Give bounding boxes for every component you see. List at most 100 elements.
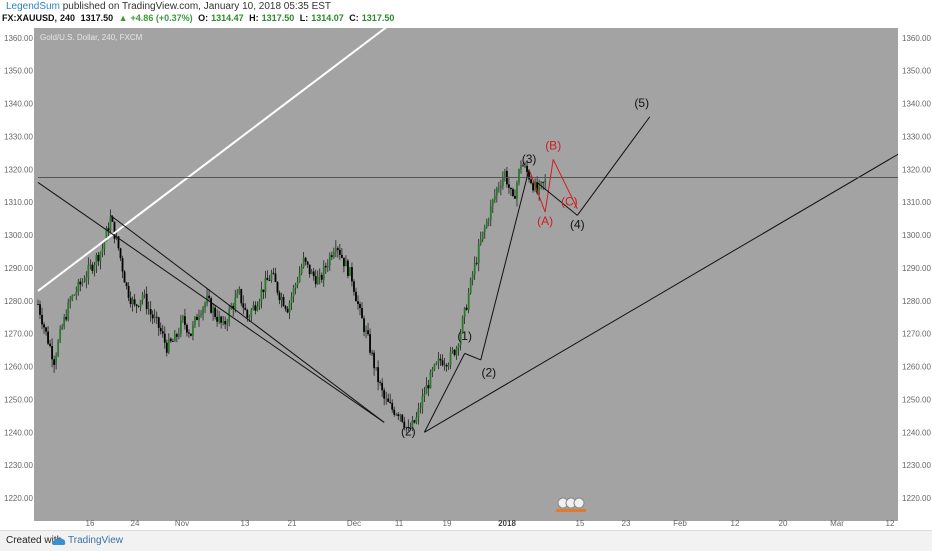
candle-body bbox=[198, 315, 200, 321]
candle-body bbox=[188, 332, 190, 334]
x-tick-label: 11 bbox=[395, 519, 404, 528]
candle-body bbox=[371, 352, 373, 354]
candle-body bbox=[357, 301, 359, 305]
candle-body bbox=[497, 187, 500, 189]
candle-body bbox=[302, 257, 305, 268]
publish-line: LegendSum published on TradingView.com, … bbox=[6, 1, 331, 12]
candle-body bbox=[260, 289, 263, 302]
candle-body bbox=[177, 333, 180, 337]
candle-body bbox=[153, 316, 156, 319]
candle-body bbox=[437, 358, 440, 363]
candle-body bbox=[147, 309, 150, 310]
candle-body bbox=[508, 184, 510, 188]
event-badges[interactable] bbox=[556, 497, 586, 512]
candle-body bbox=[248, 316, 251, 318]
wave-1-line[interactable] bbox=[423, 353, 466, 433]
candle-body bbox=[169, 338, 172, 342]
candle-body bbox=[459, 332, 462, 346]
candle-body bbox=[375, 367, 377, 369]
candle-body bbox=[109, 216, 112, 231]
y-tick-label: 1360.00 bbox=[902, 34, 931, 43]
wave-4-line[interactable] bbox=[536, 182, 578, 216]
plot-area[interactable] bbox=[34, 28, 898, 521]
candle-body bbox=[373, 352, 375, 369]
x-tick-label: 23 bbox=[622, 519, 631, 528]
candle-body bbox=[324, 265, 327, 268]
candle-body bbox=[103, 241, 106, 249]
y-tick-label: 1220.00 bbox=[4, 494, 33, 503]
y-tick-label: 1280.00 bbox=[4, 297, 33, 306]
candle-body bbox=[445, 364, 448, 367]
brand-link[interactable]: TradingView bbox=[68, 535, 124, 546]
wave-5-line[interactable] bbox=[576, 116, 651, 216]
candle-body bbox=[129, 297, 132, 304]
y-tick-label: 1360.00 bbox=[4, 34, 33, 43]
open-label: O: bbox=[198, 13, 209, 23]
candle-body bbox=[518, 169, 520, 183]
candle-body bbox=[411, 420, 414, 429]
candle-body bbox=[423, 394, 426, 397]
candle-body bbox=[355, 291, 357, 302]
candle-body bbox=[190, 333, 192, 336]
candle-body bbox=[254, 305, 257, 311]
publisher-name[interactable]: LegendSum bbox=[6, 1, 60, 12]
candle-body bbox=[268, 280, 271, 281]
candle-body bbox=[274, 273, 277, 282]
y-tick-label: 1290.00 bbox=[902, 264, 931, 273]
down-trend-2-line[interactable] bbox=[110, 214, 385, 423]
down-trend-line[interactable] bbox=[37, 182, 385, 423]
candle-body bbox=[401, 414, 404, 422]
candle-body bbox=[73, 294, 76, 296]
candle-body bbox=[179, 320, 182, 334]
candle-body bbox=[369, 334, 371, 353]
candle-body bbox=[288, 302, 291, 313]
wave-2-line[interactable] bbox=[464, 352, 481, 361]
x-tick-label: 21 bbox=[288, 519, 297, 528]
candle-body bbox=[300, 267, 303, 274]
candle-body bbox=[308, 264, 311, 275]
candle-body bbox=[47, 331, 49, 344]
candle-body bbox=[79, 281, 82, 285]
candle-body bbox=[270, 272, 273, 281]
wave-c-line[interactable] bbox=[552, 159, 578, 209]
candle-body bbox=[194, 316, 196, 325]
x-tick-label: Dec bbox=[347, 519, 361, 528]
y-axis-left: 1220.00 1230.00 1240.00 1250.00 1260.00 1270.… bbox=[4, 34, 33, 503]
y-axis-right: 1220.00 1230.00 1240.00 1250.00 1260.00 1270.… bbox=[902, 34, 931, 503]
candle-body bbox=[481, 231, 484, 240]
candle-body bbox=[145, 293, 148, 310]
wave-b-line[interactable] bbox=[544, 159, 554, 213]
event-badge-icon[interactable] bbox=[573, 497, 585, 509]
candle-body bbox=[385, 398, 388, 400]
candle-body bbox=[93, 265, 96, 271]
candle-body bbox=[451, 349, 454, 352]
drawings bbox=[37, 0, 932, 433]
candle-body bbox=[524, 165, 526, 167]
white-channel-line[interactable] bbox=[37, 0, 424, 292]
candle-body bbox=[312, 271, 315, 277]
candle-body bbox=[39, 304, 41, 315]
wave-a-line[interactable] bbox=[528, 169, 546, 213]
candle-body bbox=[83, 281, 86, 283]
candle-body bbox=[528, 172, 530, 180]
wave-label: (1) bbox=[457, 329, 472, 343]
y-tick-label: 1230.00 bbox=[902, 461, 931, 470]
candle-body bbox=[133, 299, 136, 305]
candle-body bbox=[85, 277, 88, 282]
candle-body bbox=[421, 396, 424, 408]
x-tick-label: 12 bbox=[886, 519, 895, 528]
candle-body bbox=[101, 248, 104, 253]
candle-body bbox=[514, 195, 516, 199]
wave-3-line[interactable] bbox=[480, 169, 530, 361]
candle-body bbox=[314, 276, 317, 285]
candle-body bbox=[53, 359, 55, 365]
candle-body bbox=[343, 257, 345, 267]
candle-body bbox=[105, 228, 108, 242]
y-tick-label: 1340.00 bbox=[4, 100, 33, 109]
candle-body bbox=[469, 278, 472, 294]
up-trend-line[interactable] bbox=[424, 130, 932, 433]
candle-body bbox=[212, 307, 214, 313]
candle-body bbox=[322, 265, 325, 280]
price-chart[interactable]: Gold/U.S. Dollar, 240, FXCM 1220.00 1230.… bbox=[0, 0, 932, 530]
candle-body bbox=[238, 289, 241, 293]
